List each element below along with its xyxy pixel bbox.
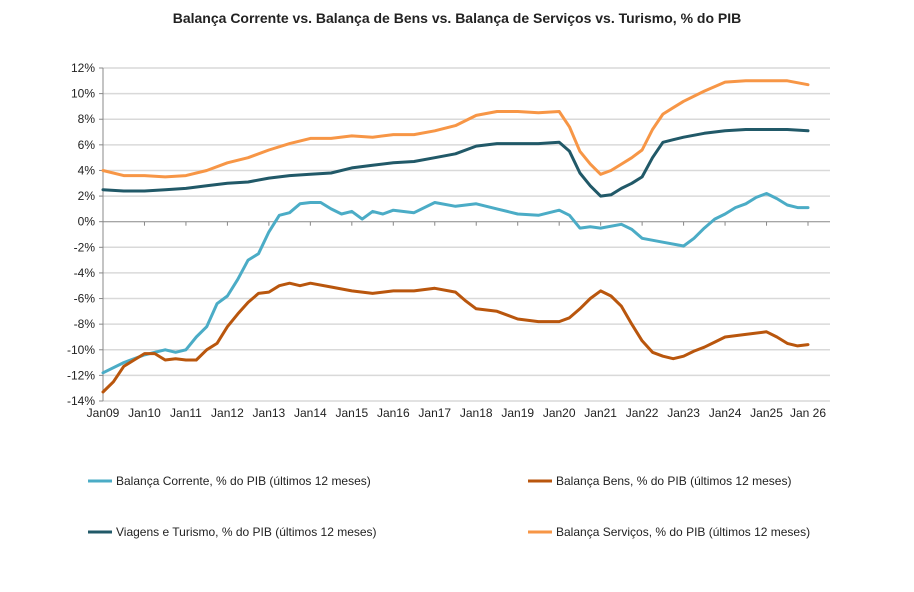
y-tick-label: 6% <box>78 138 96 152</box>
x-tick-label: Jan15 <box>335 406 368 420</box>
legend: Balança Corrente, % do PIB (últimos 12 m… <box>88 474 810 539</box>
gridlines <box>103 67 830 402</box>
x-tick-label: Jan25 <box>750 406 783 420</box>
y-tick-label: -8% <box>74 317 96 331</box>
x-tick-label: Jan12 <box>211 406 244 420</box>
y-tick-label: 10% <box>71 87 95 101</box>
x-tick-label: Jan20 <box>543 406 576 420</box>
x-tick-label: Jan24 <box>709 406 742 420</box>
axes: 12% 10% 8% 6% 4% 2% 0% -2% -4% -6% -8% -10% -12% -14%… <box>67 61 830 420</box>
x-tick-label: Jan21 <box>584 406 617 420</box>
series-line-3 <box>101 79 810 179</box>
x-tick-label: Jan16 <box>377 406 410 420</box>
y-tick-label: 0% <box>78 215 96 229</box>
y-tick-label: -4% <box>74 266 96 280</box>
y-tick-label: 8% <box>78 112 96 126</box>
x-tick-label: Jan23 <box>667 406 700 420</box>
x-tick-label: Jan 26 <box>790 406 826 420</box>
legend-label: Viagens e Turismo, % do PIB (últimos 12 … <box>116 525 377 539</box>
x-tick-label: Jan11 <box>170 406 202 420</box>
series-line-0 <box>101 192 810 375</box>
x-tick-label: Jan22 <box>626 406 659 420</box>
x-tick-label: Jan17 <box>418 406 451 420</box>
x-tick-label: Jan13 <box>253 406 286 420</box>
series-lines <box>101 79 810 394</box>
y-tick-label: -10% <box>67 343 95 357</box>
x-tick-label: Jan14 <box>294 406 327 420</box>
y-tick-label: -6% <box>74 292 96 306</box>
y-tick-label: -2% <box>74 240 96 254</box>
y-tick-label: 4% <box>78 163 96 177</box>
legend-label: Balança Serviços, % do PIB (últimos 12 m… <box>556 525 810 539</box>
legend-label: Balança Corrente, % do PIB (últimos 12 m… <box>116 474 371 488</box>
x-tick-label: Jan19 <box>501 406 534 420</box>
legend-label: Balança Bens, % do PIB (últimos 12 meses… <box>556 474 791 488</box>
y-tick-label: -12% <box>67 368 95 382</box>
x-tick-label: Jan18 <box>460 406 493 420</box>
chart-title: Balança Corrente vs. Balança de Bens vs.… <box>173 10 742 26</box>
y-tick-label: 12% <box>71 61 95 75</box>
y-tick-label: -14% <box>67 394 95 408</box>
series-line-2 <box>101 128 810 198</box>
y-tick-label: 2% <box>78 189 96 203</box>
x-tick-label: Jan09 <box>87 406 120 420</box>
series-line-1 <box>101 281 810 394</box>
x-tick-label: Jan10 <box>128 406 161 420</box>
